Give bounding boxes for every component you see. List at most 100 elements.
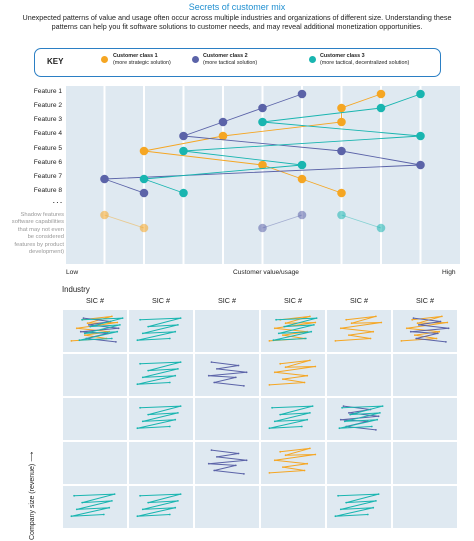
data-point-class-3: [258, 117, 267, 127]
shadow-line-class-2: [262, 214, 303, 229]
feature-label-1: Feature 1: [33, 88, 62, 95]
usage-pattern-point-class-3: [370, 425, 373, 428]
usage-pattern-point-class-2: [237, 364, 240, 367]
usage-pattern-point-class-2: [447, 327, 450, 330]
x-axis-high-label: High: [442, 269, 456, 276]
usage-pattern-point-class-1: [334, 340, 337, 342]
usage-pattern-point-class-1: [303, 469, 306, 472]
feature-label-3: Feature 3: [33, 116, 62, 123]
legend-name-class-2: Customer class 2: [203, 53, 248, 59]
usage-pattern-point-class-3: [83, 332, 86, 335]
data-point-class-3: [297, 160, 307, 170]
usage-pattern-point-class-1: [309, 315, 311, 318]
usage-pattern-point-class-3: [81, 501, 84, 504]
usage-pattern-point-class-3: [343, 420, 346, 423]
usage-pattern-point-class-1: [446, 321, 449, 324]
usage-pattern-point-class-3: [177, 324, 179, 326]
usage-pattern-point-class-2: [79, 330, 82, 333]
y-axis-company-size: Company size (revenue) ⟶: [29, 451, 36, 540]
industry-title: Industry: [62, 285, 90, 294]
usage-pattern-point-class-1: [314, 365, 317, 368]
usage-pattern-point-class-1: [111, 315, 113, 318]
grid-cell: [195, 354, 259, 396]
legend-dot-class-1: [101, 56, 108, 63]
usage-pattern-point-class-1: [70, 340, 73, 342]
usage-pattern-point-class-1: [86, 322, 89, 325]
usage-pattern-class-3: [335, 493, 379, 517]
usage-pattern-point-class-3: [174, 418, 177, 421]
usage-pattern-point-class-2: [210, 449, 213, 451]
grid-cell: [327, 310, 391, 352]
feature-label-6: Feature 6: [33, 159, 62, 166]
grid-cell: [261, 398, 325, 440]
usage-pattern-point-class-3: [136, 339, 139, 342]
usage-pattern-point-class-1: [268, 340, 271, 342]
grid-cell: [261, 354, 325, 396]
usage-pattern-point-class-1: [350, 322, 353, 325]
grid-cell: [393, 354, 457, 396]
usage-pattern-point-class-1: [273, 371, 276, 374]
data-point-class-1: [297, 174, 307, 184]
usage-pattern-point-class-2: [117, 327, 120, 330]
usage-pattern-point-class-1: [279, 450, 282, 453]
usage-pattern-point-class-1: [369, 337, 372, 340]
shadow-point-class-2: [297, 210, 307, 220]
usage-pattern-class-2: [208, 361, 247, 387]
grid-cell: [129, 442, 193, 484]
legend-key: KEY Customer class 1 (more strategic sol…: [34, 48, 441, 77]
usage-pattern-point-class-1: [282, 466, 284, 468]
data-point-class-2: [179, 131, 188, 141]
usage-pattern-point-class-3: [168, 337, 171, 340]
data-point-class-2: [100, 174, 109, 184]
usage-pattern-point-class-1: [268, 472, 271, 474]
grid-cell: [327, 398, 391, 440]
usage-pattern-point-class-3: [136, 427, 139, 430]
usage-pattern-point-class-3: [179, 317, 182, 319]
grid-cell: [393, 442, 457, 484]
grid-cell: [63, 486, 127, 528]
usage-pattern-point-class-2: [439, 320, 442, 323]
usage-pattern-point-class-2: [216, 456, 218, 458]
usage-pattern-point-class-3: [271, 406, 273, 409]
key-title: KEY: [47, 57, 64, 66]
legend-item-class-2: Customer class 2 (more tactical solution…: [203, 53, 257, 66]
legend-name-class-1: Customer class 1: [113, 53, 158, 59]
usage-pattern-point-class-1: [279, 362, 282, 365]
data-point-class-1: [337, 103, 346, 113]
sic-header-1: SIC #: [86, 296, 104, 305]
usage-pattern-point-class-3: [147, 413, 150, 416]
usage-pattern-point-class-1: [303, 381, 306, 384]
usage-pattern-point-class-3: [174, 330, 177, 333]
usage-pattern-point-class-3: [89, 325, 92, 328]
grid-cell: [195, 442, 259, 484]
usage-pattern-point-class-1: [273, 459, 276, 462]
usage-pattern-point-class-1: [405, 327, 408, 330]
usage-pattern-point-class-3: [121, 317, 124, 319]
usage-pattern-point-class-2: [82, 317, 85, 319]
legend-dot-class-2: [192, 56, 199, 63]
data-point-class-3: [416, 131, 425, 141]
usage-pattern-point-class-3: [141, 376, 144, 379]
shadow-line-class-3: [341, 214, 382, 229]
grid-cell: [195, 398, 259, 440]
usage-pattern-point-class-3: [334, 515, 337, 518]
data-point-class-2: [218, 117, 228, 127]
shadow-point-class-1: [100, 210, 109, 220]
grid-cell: [129, 398, 193, 440]
usage-pattern-point-class-1: [372, 330, 375, 333]
usage-pattern-point-class-1: [314, 453, 317, 456]
usage-pattern-point-class-2: [216, 368, 218, 370]
shadow-features-label: Shadow features software capabilities th…: [11, 212, 64, 256]
usage-pattern-point-class-2: [375, 429, 377, 431]
usage-pattern-point-class-3: [376, 418, 379, 421]
legend-item-class-1: Customer class 1 (more strategic solutio…: [113, 53, 171, 66]
usage-pattern-point-class-3: [108, 506, 111, 509]
usage-pattern-point-class-3: [168, 513, 171, 516]
usage-pattern-point-class-2: [348, 412, 350, 414]
usage-pattern-point-class-1: [411, 318, 414, 321]
grid-cell: [129, 354, 193, 396]
usage-pattern-point-class-3: [372, 506, 375, 509]
shadow-point-class-1: [139, 223, 149, 233]
usage-pattern-point-class-3: [174, 374, 177, 377]
